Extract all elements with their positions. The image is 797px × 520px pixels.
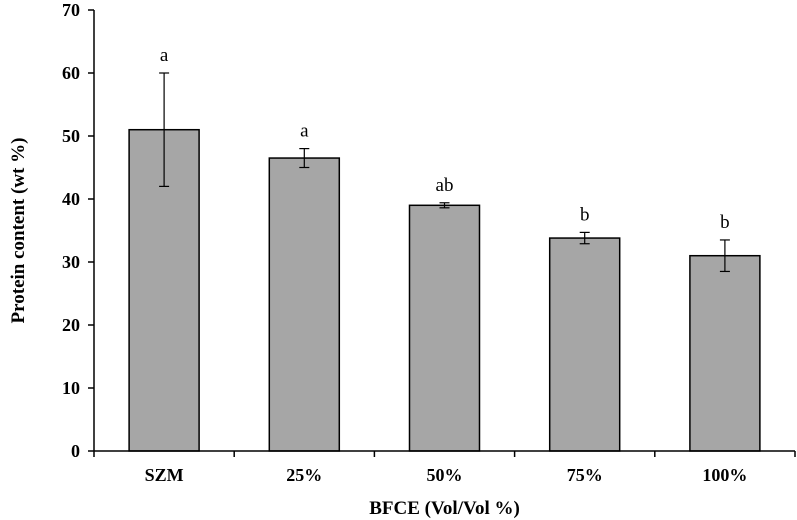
significance-labels-group: a a ab b b bbox=[160, 45, 730, 233]
y-tick-label: 60 bbox=[62, 63, 80, 83]
error-bar bbox=[579, 231, 590, 245]
significance-label: b bbox=[580, 204, 590, 225]
error-bar bbox=[159, 72, 170, 187]
x-ticks-group: SZM 25% 50% 75% 100% bbox=[93, 451, 796, 485]
bar bbox=[548, 237, 621, 452]
axes-group bbox=[93, 10, 795, 452]
y-tick-label: 0 bbox=[71, 441, 80, 461]
bar bbox=[689, 254, 761, 452]
x-tick-label: 25% bbox=[286, 465, 322, 485]
y-axis-title: Protein content (wt %) bbox=[8, 138, 29, 324]
x-tick-label: 50% bbox=[427, 465, 463, 485]
bar bbox=[408, 204, 481, 452]
error-bar bbox=[439, 202, 450, 209]
bar bbox=[268, 157, 341, 452]
y-tick-label: 10 bbox=[62, 378, 80, 398]
error-bar bbox=[719, 239, 730, 273]
y-tick-label: 70 bbox=[62, 0, 80, 20]
x-axis-title: BFCE (Vol/Vol %) bbox=[369, 498, 520, 519]
x-tick-label: SZM bbox=[145, 465, 184, 485]
y-tick-label: 30 bbox=[62, 252, 80, 272]
significance-label: a bbox=[160, 45, 169, 66]
significance-label: b bbox=[720, 212, 730, 233]
y-tick-label: 40 bbox=[62, 189, 80, 209]
y-ticks-group: 0 10 20 30 40 50 60 70 bbox=[62, 0, 94, 461]
y-tick-label: 50 bbox=[62, 126, 80, 146]
significance-label: ab bbox=[436, 175, 454, 196]
error-bar bbox=[299, 148, 310, 169]
x-tick-label: 75% bbox=[567, 465, 603, 485]
y-tick-label: 20 bbox=[62, 315, 80, 335]
x-tick-label: 100% bbox=[702, 465, 747, 485]
significance-label: a bbox=[300, 121, 309, 142]
error-bars-group bbox=[159, 72, 730, 273]
